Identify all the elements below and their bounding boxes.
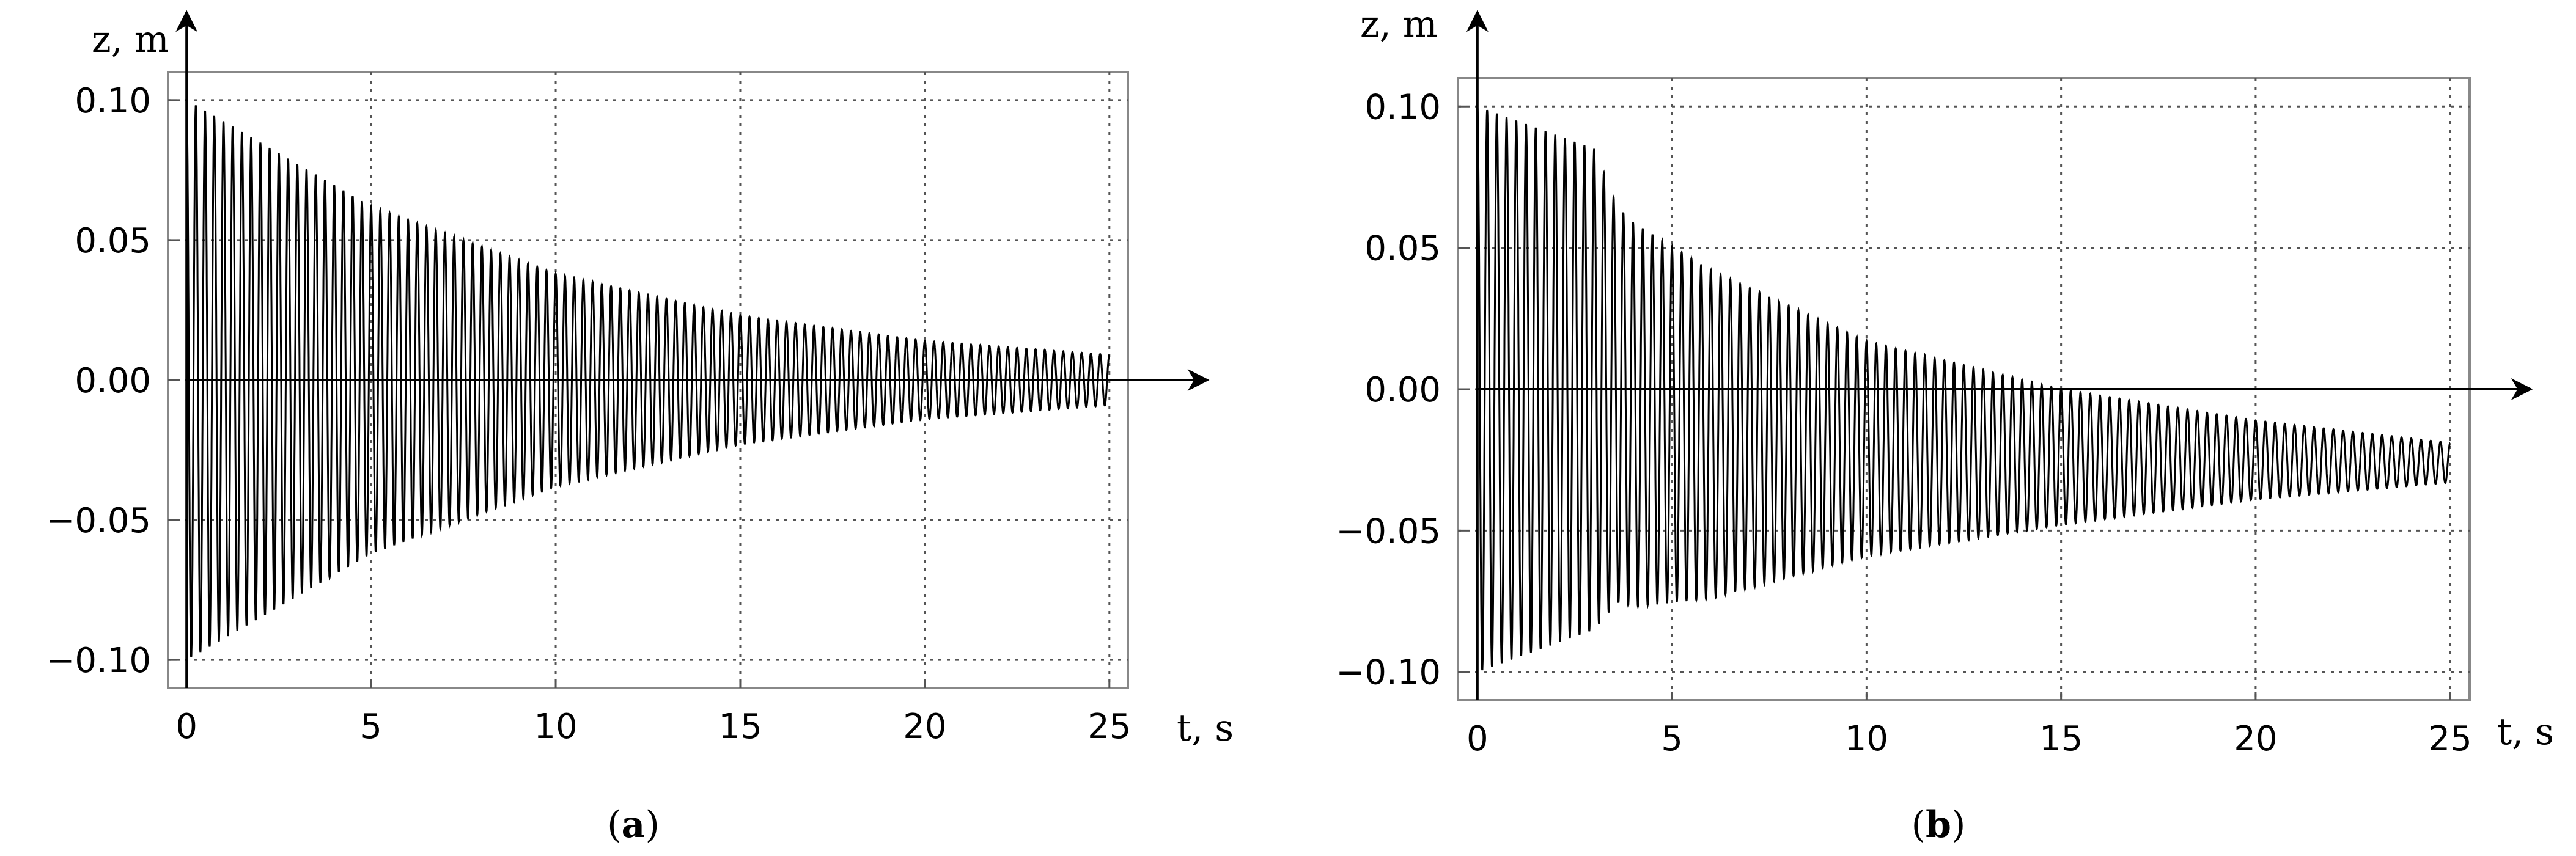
y-tick-label: 0.00 (1364, 370, 1441, 410)
panel-caption-b: (b) (1912, 803, 1966, 846)
y-tick-label: −0.10 (1336, 653, 1441, 693)
yticks-b: −0.10 −0.05 0.00 0.05 0.10 (1336, 87, 1466, 693)
y-tick-label: 0.00 (75, 361, 151, 401)
chart-panel-b: −0.10 −0.05 0.00 0.05 0.10 0 5 10 15 20 25 z, m t… (1336, 3, 2554, 846)
y-tick-label: 0.05 (75, 221, 151, 261)
x-tick-label: 25 (2429, 719, 2472, 759)
x-tick-label: 20 (2234, 719, 2277, 759)
x-tick-label: 5 (1661, 719, 1683, 759)
y-axis-label-b: z, m (1360, 3, 1438, 46)
y-tick-label: −0.05 (46, 501, 151, 541)
x-tick-label: 10 (534, 707, 577, 747)
x-tick-label: 25 (1087, 707, 1131, 747)
x-axis-label-a: t, s (1177, 707, 1234, 750)
x-axis-label-b: t, s (2497, 711, 2554, 753)
y-tick-label: 0.10 (75, 81, 151, 121)
y-axis-label-a: z, m (92, 18, 169, 61)
signal-line-a (185, 100, 1110, 658)
x-tick-label: 0 (175, 707, 197, 747)
x-tick-label: 20 (903, 707, 946, 747)
x-tick-label: 15 (718, 707, 762, 747)
chart-panel-a: −0.10 −0.05 0.00 0.05 0.10 0 5 10 15 20 25 z, m t… (46, 10, 1234, 846)
panel-caption-a: (a) (607, 803, 660, 846)
grid-a (168, 72, 1128, 688)
signal-line-b (1476, 106, 2451, 671)
y-tick-label: −0.10 (46, 641, 151, 681)
x-tick-label: 15 (2039, 719, 2083, 759)
y-tick-label: −0.05 (1336, 511, 1441, 551)
y-tick-label: 0.10 (1364, 87, 1441, 127)
xticks-b: 0 5 10 15 20 25 (1466, 692, 2472, 759)
x-tick-label: 10 (1845, 719, 1888, 759)
yticks-a: −0.10 −0.05 0.00 0.05 0.10 (46, 81, 177, 681)
xticks-a: 0 5 10 15 20 25 (175, 679, 1131, 747)
x-tick-label: 5 (360, 707, 382, 747)
y-tick-label: 0.05 (1364, 229, 1441, 269)
x-tick-label: 0 (1466, 719, 1489, 759)
